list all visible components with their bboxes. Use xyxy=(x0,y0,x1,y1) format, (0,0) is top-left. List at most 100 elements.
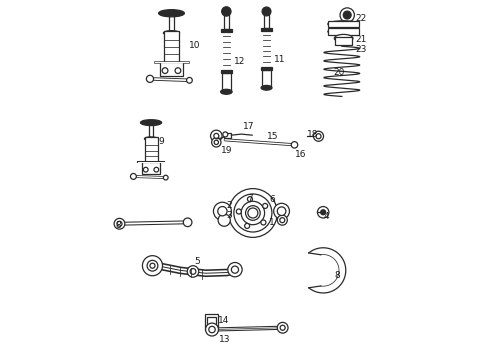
Text: 8: 8 xyxy=(334,270,340,279)
Bar xyxy=(220,70,232,73)
Circle shape xyxy=(162,68,168,73)
Circle shape xyxy=(223,132,228,137)
Bar xyxy=(328,21,359,27)
Bar xyxy=(207,317,216,328)
Bar xyxy=(335,37,352,45)
Text: 21: 21 xyxy=(355,35,367,44)
Ellipse shape xyxy=(328,21,359,27)
Text: 20: 20 xyxy=(333,68,344,77)
Circle shape xyxy=(280,218,285,223)
Bar xyxy=(208,329,214,333)
Circle shape xyxy=(221,7,231,16)
Bar xyxy=(221,73,231,92)
Circle shape xyxy=(247,197,252,202)
Bar xyxy=(220,29,232,32)
Circle shape xyxy=(117,221,122,226)
Circle shape xyxy=(187,266,199,277)
Ellipse shape xyxy=(159,10,184,17)
Circle shape xyxy=(262,7,271,16)
Circle shape xyxy=(274,203,290,219)
Circle shape xyxy=(277,207,286,216)
Circle shape xyxy=(214,202,231,220)
Text: 7: 7 xyxy=(247,194,252,203)
Circle shape xyxy=(114,219,125,229)
Bar xyxy=(224,133,231,138)
Bar xyxy=(169,12,174,33)
Text: 5: 5 xyxy=(194,257,200,266)
Circle shape xyxy=(277,215,287,225)
Bar xyxy=(261,67,272,70)
Circle shape xyxy=(144,167,148,172)
Bar xyxy=(164,31,179,62)
Ellipse shape xyxy=(145,137,158,141)
Text: 18: 18 xyxy=(307,130,318,139)
Circle shape xyxy=(211,130,222,141)
Circle shape xyxy=(214,140,219,144)
Circle shape xyxy=(150,263,155,268)
Circle shape xyxy=(314,131,323,141)
Ellipse shape xyxy=(141,120,162,126)
Text: 17: 17 xyxy=(243,122,255,131)
Bar xyxy=(264,12,269,28)
Text: 16: 16 xyxy=(294,150,306,159)
Circle shape xyxy=(214,134,219,138)
Bar xyxy=(148,122,153,139)
Ellipse shape xyxy=(334,35,353,42)
Circle shape xyxy=(280,325,285,330)
Circle shape xyxy=(340,8,354,22)
Text: 2: 2 xyxy=(226,201,232,210)
Bar xyxy=(224,12,229,30)
Circle shape xyxy=(241,201,265,225)
Circle shape xyxy=(175,68,181,73)
Circle shape xyxy=(212,138,221,147)
Circle shape xyxy=(228,262,242,277)
Circle shape xyxy=(320,210,326,215)
Text: 8: 8 xyxy=(115,221,121,230)
Circle shape xyxy=(231,266,239,273)
Bar xyxy=(328,28,359,35)
Circle shape xyxy=(130,174,136,179)
Circle shape xyxy=(228,189,277,237)
Circle shape xyxy=(163,175,168,180)
Bar xyxy=(145,137,157,162)
Text: 13: 13 xyxy=(219,335,231,344)
Circle shape xyxy=(147,260,158,271)
Text: 9: 9 xyxy=(158,137,164,146)
Circle shape xyxy=(143,256,163,276)
Bar xyxy=(205,314,219,330)
Text: 14: 14 xyxy=(218,316,229,325)
Text: 19: 19 xyxy=(220,146,232,155)
Circle shape xyxy=(245,206,260,220)
Circle shape xyxy=(343,11,351,19)
Ellipse shape xyxy=(261,85,272,90)
Text: 3: 3 xyxy=(226,211,232,220)
Circle shape xyxy=(218,207,227,216)
Circle shape xyxy=(263,203,268,208)
Circle shape xyxy=(277,322,288,333)
Bar xyxy=(142,162,160,174)
Text: 11: 11 xyxy=(274,55,286,64)
Circle shape xyxy=(245,224,249,229)
Text: 10: 10 xyxy=(190,41,201,50)
Circle shape xyxy=(218,214,230,226)
Ellipse shape xyxy=(164,31,179,35)
Circle shape xyxy=(318,207,329,218)
Circle shape xyxy=(248,208,258,218)
Circle shape xyxy=(187,77,192,83)
Circle shape xyxy=(234,194,272,232)
Text: 22: 22 xyxy=(355,14,367,23)
Circle shape xyxy=(261,220,266,225)
Ellipse shape xyxy=(328,28,359,35)
Text: 15: 15 xyxy=(267,132,279,141)
Ellipse shape xyxy=(220,89,232,94)
Circle shape xyxy=(291,141,298,148)
Text: 6: 6 xyxy=(270,195,275,204)
Text: 1: 1 xyxy=(270,218,275,227)
Bar xyxy=(261,28,272,31)
Circle shape xyxy=(236,209,242,214)
Text: 12: 12 xyxy=(234,57,245,66)
Circle shape xyxy=(209,326,215,333)
Bar xyxy=(262,70,271,88)
Circle shape xyxy=(316,134,321,139)
Bar xyxy=(160,62,183,76)
